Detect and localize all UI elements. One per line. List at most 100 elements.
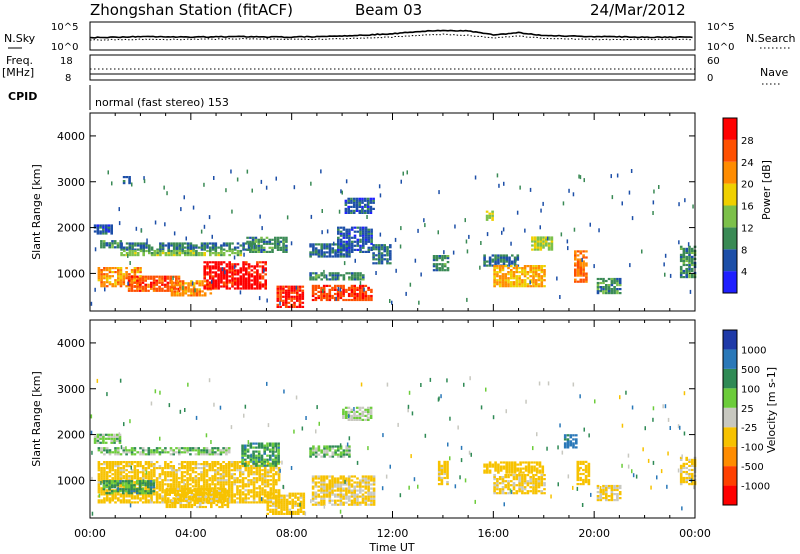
heatmap-cell	[533, 242, 537, 245]
heatmap-cell	[498, 283, 502, 286]
heatmap-cell	[344, 416, 348, 419]
heatmap-cell	[347, 207, 350, 210]
y-tick-label: 2000	[57, 222, 85, 235]
heatmap-cell	[353, 240, 357, 243]
heatmap-cell	[183, 461, 187, 464]
heatmap-cell	[542, 246, 545, 249]
heatmap-cell	[342, 410, 345, 413]
heatmap-cell	[498, 265, 502, 268]
heatmap-cell	[252, 493, 256, 496]
heatmap-cell	[193, 489, 196, 492]
heatmap-cell	[508, 262, 511, 265]
heatmap-cell	[222, 477, 225, 480]
heatmap-cell	[171, 487, 174, 490]
heatmap-cell	[361, 418, 365, 421]
heatmap-cell	[367, 230, 371, 233]
heatmap-cell	[311, 487, 315, 490]
heatmap-cell	[550, 242, 554, 245]
heatmap-cell	[533, 461, 536, 464]
heatmap-cell	[437, 476, 441, 480]
heatmap-cell	[175, 287, 178, 290]
heatmap-cell	[370, 479, 373, 482]
heatmap-cell	[191, 281, 194, 286]
heatmap-cell	[362, 236, 365, 239]
heatmap-cell	[207, 501, 210, 505]
heatmap-cell	[245, 277, 248, 280]
heatmap-cell	[287, 305, 291, 308]
heatmap-cell	[274, 242, 277, 245]
heatmap-cell	[176, 284, 179, 287]
heatmap-cell	[249, 240, 252, 243]
heatmap-cell	[208, 215, 211, 220]
heatmap-cell	[285, 506, 289, 509]
heatmap-cell	[543, 269, 546, 272]
heatmap-cell	[336, 503, 340, 506]
heatmap-cell	[345, 179, 348, 184]
heatmap-cell	[190, 282, 193, 285]
heatmap-cell	[191, 477, 195, 480]
heatmap-cell	[179, 282, 182, 285]
heatmap-cell	[124, 488, 128, 491]
heatmap-cell	[249, 236, 252, 239]
heatmap-cell	[497, 256, 500, 259]
heatmap-cell	[320, 274, 323, 277]
heatmap-cell	[485, 218, 489, 221]
heatmap-cell	[579, 278, 583, 281]
heatmap-cell	[314, 477, 318, 480]
heatmap-cell	[231, 249, 234, 253]
heatmap-cell	[345, 253, 348, 256]
heatmap-cell	[350, 298, 354, 302]
heatmap-cell	[165, 501, 169, 505]
heatmap-cell	[119, 463, 123, 466]
heatmap-cell	[139, 451, 142, 454]
colorbar-frame	[722, 117, 738, 294]
heatmap-cell	[251, 240, 255, 243]
heatmap-cell	[186, 465, 189, 468]
heatmap-cell	[279, 301, 281, 306]
heatmap-cell	[163, 289, 167, 292]
heatmap-cell	[355, 418, 359, 421]
heatmap-cell	[250, 469, 253, 472]
heatmap-cell	[688, 257, 691, 260]
nave-right-tick-bottom: 0	[707, 73, 713, 84]
heatmap-cell	[173, 294, 176, 297]
heatmap-cell	[227, 465, 231, 468]
heatmap-cell	[504, 486, 507, 489]
heatmap-cell	[354, 258, 356, 263]
heatmap-cell	[99, 224, 102, 227]
heatmap-cell	[136, 244, 140, 247]
heatmap-cell	[367, 234, 371, 237]
heatmap-cell	[277, 452, 280, 455]
heatmap-cell	[239, 244, 243, 247]
heatmap-cell	[529, 267, 532, 270]
heatmap-cell	[293, 287, 296, 290]
heatmap-cell	[242, 242, 245, 245]
heatmap-cell	[348, 451, 351, 454]
heatmap-cell	[189, 447, 192, 450]
heatmap-cell	[298, 303, 302, 306]
heatmap-cell	[599, 491, 603, 494]
heatmap-cell	[136, 465, 139, 468]
heatmap-cell	[164, 467, 167, 470]
heatmap-cell	[103, 469, 106, 472]
heatmap-cell	[375, 258, 378, 261]
heatmap-cell	[322, 288, 326, 291]
heatmap-cell	[258, 287, 262, 290]
heatmap-cell	[133, 481, 137, 484]
heatmap-cell	[364, 483, 368, 486]
heatmap-cell	[113, 484, 117, 487]
heatmap-cell	[158, 501, 162, 504]
heatmap-cell	[309, 278, 312, 281]
heatmap-cell	[261, 261, 265, 264]
heatmap-cell	[518, 281, 521, 284]
heatmap-cell	[158, 279, 161, 282]
heatmap-cell	[181, 280, 185, 283]
heatmap-cell	[110, 433, 113, 436]
heatmap-cell	[203, 285, 206, 288]
heatmap-cell	[367, 485, 370, 488]
heatmap-cell	[325, 255, 329, 258]
heatmap-cell	[323, 455, 326, 458]
heatmap-cell	[498, 267, 502, 270]
heatmap-cell	[255, 495, 259, 498]
heatmap-cell	[185, 487, 188, 490]
